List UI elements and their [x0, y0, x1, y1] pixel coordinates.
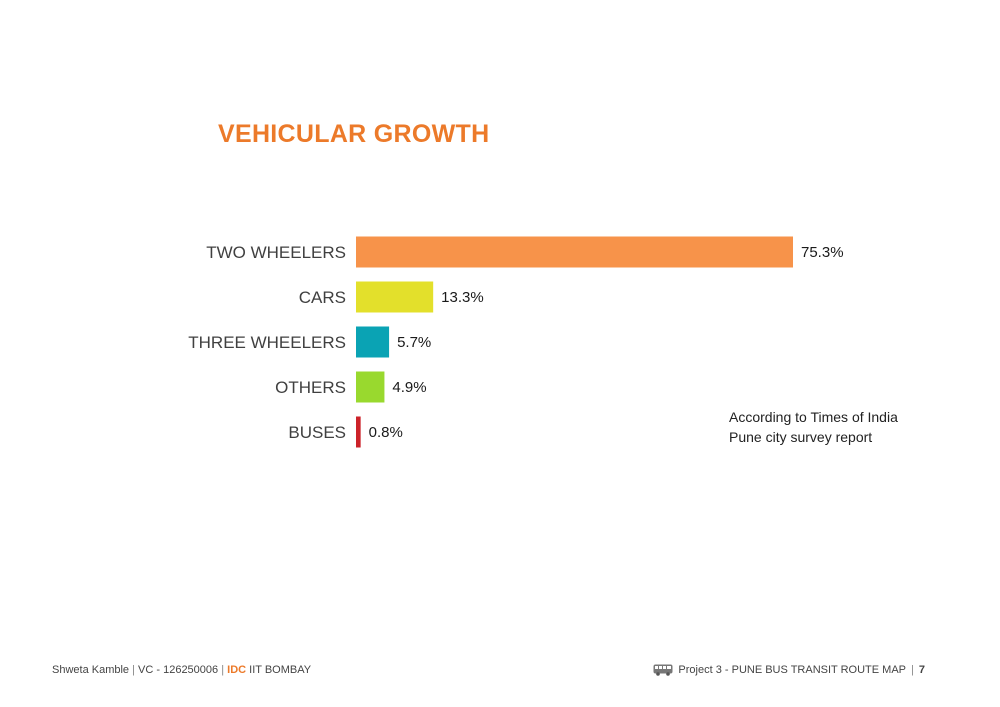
- footer-idc: IDC: [227, 664, 247, 676]
- footer-separator: |: [911, 664, 914, 676]
- footer-project-name: Project 3 - PUNE BUS TRANSIT ROUTE MAP: [678, 664, 907, 676]
- bar-three-wheelers: [356, 326, 390, 358]
- bus-icon: [653, 664, 673, 676]
- bar-buses: [356, 416, 361, 448]
- category-label-three-wheelers: THREE WHEELERS: [188, 333, 346, 352]
- category-label-buses: BUSES: [288, 423, 346, 442]
- category-label-two-wheelers: TWO WHEELERS: [206, 243, 346, 262]
- footer-project: Project 3 - PUNE BUS TRANSIT ROUTE MAP |…: [653, 664, 925, 676]
- category-label-cars: CARS: [299, 288, 346, 307]
- bar-others: [356, 371, 385, 403]
- value-label-buses: 0.8%: [369, 424, 403, 441]
- bar-two-wheelers: [356, 236, 793, 268]
- value-label-cars: 13.3%: [441, 289, 484, 306]
- source-note: According to Times of India Pune city su…: [729, 407, 898, 447]
- value-label-others: 4.9%: [392, 379, 426, 396]
- footer-institute: IIT BOMBAY: [249, 664, 312, 676]
- category-label-others: OTHERS: [275, 378, 346, 397]
- source-note-line1: According to Times of India: [729, 409, 898, 425]
- source-note-line2: Pune city survey report: [729, 429, 873, 445]
- footer-vc: VC - 126250006: [138, 664, 219, 676]
- value-label-three-wheelers: 5.7%: [397, 334, 431, 351]
- footer-separator: |: [221, 664, 225, 676]
- footer-separator: |: [132, 664, 135, 676]
- value-label-two-wheelers: 75.3%: [801, 244, 844, 261]
- footer-author: Shweta Kamble: [52, 664, 130, 676]
- footer-page-number: 7: [918, 664, 925, 676]
- bar-cars: [356, 281, 434, 313]
- footer-credits: Shweta Kamble | VC - 126250006 | IDC IIT…: [52, 664, 311, 676]
- slide-title: VEHICULAR GROWTH: [218, 120, 490, 148]
